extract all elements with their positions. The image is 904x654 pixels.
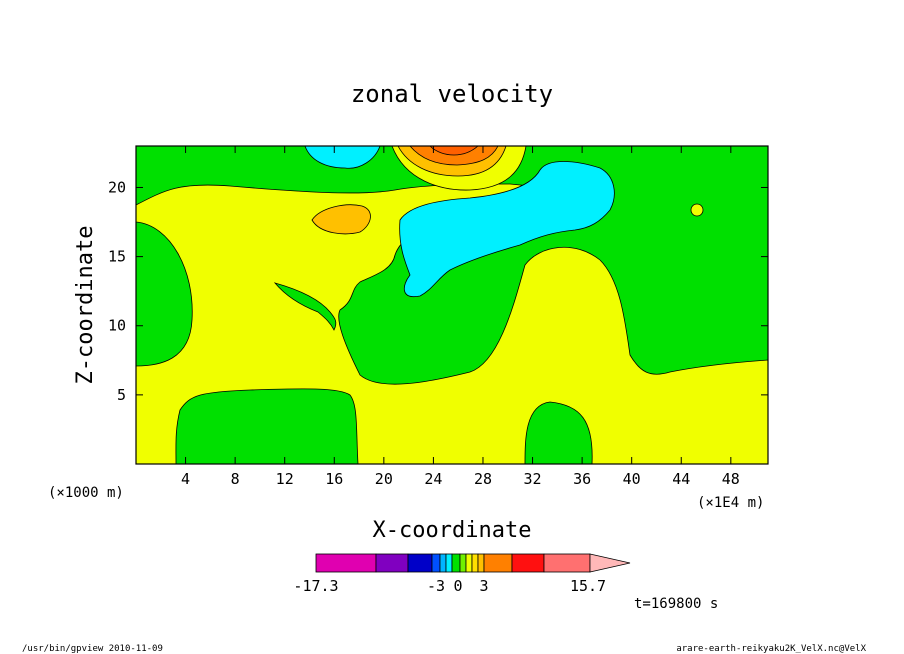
y-unit-label: (×1000 m) — [48, 485, 124, 501]
colorbar-segment — [407, 553, 433, 573]
chart-title: zonal velocity — [351, 80, 553, 108]
colorbar-tick-label: 3 — [479, 577, 488, 595]
colorbar-segment — [543, 553, 591, 573]
y-tick-label: 5 — [117, 386, 126, 404]
y-axis-label: Z-coordinate — [73, 226, 98, 385]
y-tick-label: 15 — [108, 248, 126, 266]
region-cyan-top — [304, 146, 381, 169]
colorbar-segment — [511, 553, 545, 573]
x-axis: 4 8 12 16 20 24 28 32 36 40 44 48 — [181, 146, 740, 488]
time-label: t=169800 s — [634, 596, 718, 612]
region-orange-blob — [311, 204, 371, 235]
colorbar-labels: -17.3 -3 0 3 15.7 — [293, 577, 606, 595]
x-tick-label: 12 — [276, 470, 294, 488]
y-tick-label: 10 — [108, 317, 126, 335]
colorbar-segment — [315, 553, 377, 573]
colorbar — [315, 553, 631, 573]
colorbar-segment — [451, 553, 461, 573]
colorbar-segment — [465, 553, 473, 573]
x-tick-label: 4 — [181, 470, 190, 488]
colorbar-segment — [477, 553, 485, 573]
x-tick-label: 44 — [672, 470, 690, 488]
x-tick-label: 36 — [573, 470, 591, 488]
colorbar-segment — [445, 553, 453, 573]
colorbar-segment — [483, 553, 513, 573]
colorbar-segment — [439, 553, 447, 573]
x-unit-label: (×1E4 m) — [697, 495, 764, 511]
footer-right: arare-earth-reikyaku2K_VelX.nc@VelX — [676, 644, 866, 654]
region-green-tongue — [273, 282, 337, 331]
colorbar-segment — [459, 553, 467, 573]
contour-field — [136, 146, 768, 464]
colorbar-segment — [431, 553, 441, 573]
colorbar-segment — [471, 553, 479, 573]
x-tick-label: 8 — [231, 470, 240, 488]
x-tick-label: 16 — [325, 470, 343, 488]
x-tick-label: 28 — [474, 470, 492, 488]
region-orange-max — [429, 146, 479, 156]
region-cyan-center — [399, 161, 615, 298]
colorbar-segment — [375, 553, 409, 573]
x-tick-label: 48 — [722, 470, 740, 488]
x-axis-label: X-coordinate — [373, 518, 532, 543]
region-orange-core — [409, 146, 499, 166]
colorbar-arrow — [589, 553, 631, 573]
colorbar-tick-label: -3 — [427, 577, 445, 595]
colorbar-tick-label: 15.7 — [570, 577, 606, 595]
y-tick-label: 20 — [108, 178, 126, 196]
plot-frame — [135, 145, 769, 465]
x-tick-label: 40 — [623, 470, 641, 488]
y-axis: 5 10 15 20 — [108, 178, 768, 404]
colorbar-tick-label: -17.3 — [293, 577, 338, 595]
x-tick-label: 32 — [524, 470, 542, 488]
x-tick-label: 20 — [375, 470, 393, 488]
x-tick-label: 24 — [424, 470, 442, 488]
footer-left: /usr/bin/gpview 2010-11-09 — [22, 644, 163, 654]
region-yellow-dot — [690, 203, 704, 217]
colorbar-tick-label: 0 — [453, 577, 462, 595]
